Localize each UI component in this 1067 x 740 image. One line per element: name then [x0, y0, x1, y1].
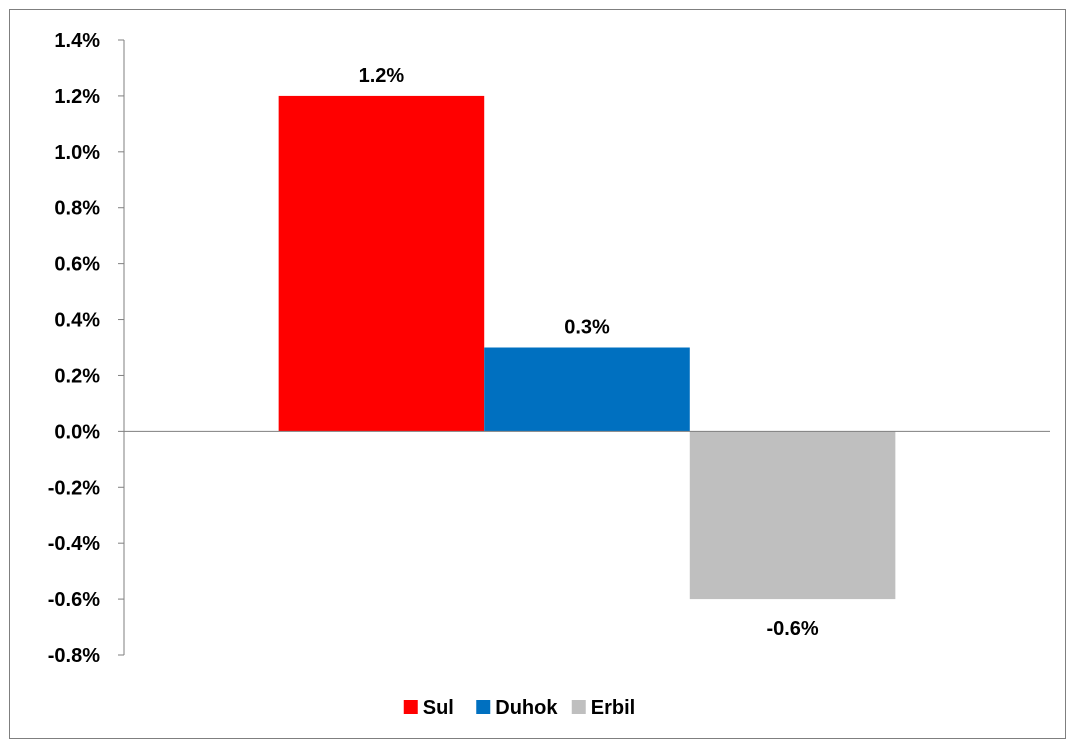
y-tick-label: -0.4%: [48, 533, 100, 555]
y-tick-label: 0.0%: [54, 421, 100, 443]
bar-sul: [278, 95, 485, 432]
y-tick-label: 1.2%: [54, 86, 100, 108]
y-tick-label: -0.2%: [48, 477, 100, 499]
legend-label-sul: Sul: [423, 697, 454, 719]
data-label-duhok: 0.3%: [564, 317, 610, 339]
y-tick-label: 0.2%: [54, 365, 100, 387]
data-label-erbil: -0.6%: [766, 618, 818, 640]
legend-swatch-sul: [403, 700, 418, 714]
data-label-sul: 1.2%: [359, 65, 405, 87]
y-tick-label: 0.4%: [54, 310, 100, 332]
data-labels: 1.2% 0.3% -0.6%: [359, 65, 819, 640]
legend-label-erbil: Erbil: [591, 697, 635, 719]
legend-label-duhok: Duhok: [495, 697, 558, 719]
legend-swatch-erbil: [571, 700, 586, 714]
y-tick-label: 1.0%: [54, 142, 100, 164]
y-axis-ticks: 1.4% 1.2% 1.0% 0.8% 0.6% 0.4% 0.2% 0.0% -0.2% -0.…: [48, 30, 124, 667]
bar-duhok: [484, 347, 690, 432]
y-tick-label: -0.6%: [48, 589, 100, 611]
y-tick-label: -0.8%: [48, 645, 100, 667]
legend: Sul Duhok Erbil: [403, 697, 635, 719]
y-tick-label: 0.8%: [54, 198, 100, 220]
bars: [278, 95, 896, 600]
y-tick-label: 0.6%: [54, 254, 100, 276]
legend-swatch-duhok: [476, 700, 491, 714]
bar-erbil: [689, 431, 896, 600]
y-tick-label: 1.4%: [54, 30, 100, 52]
